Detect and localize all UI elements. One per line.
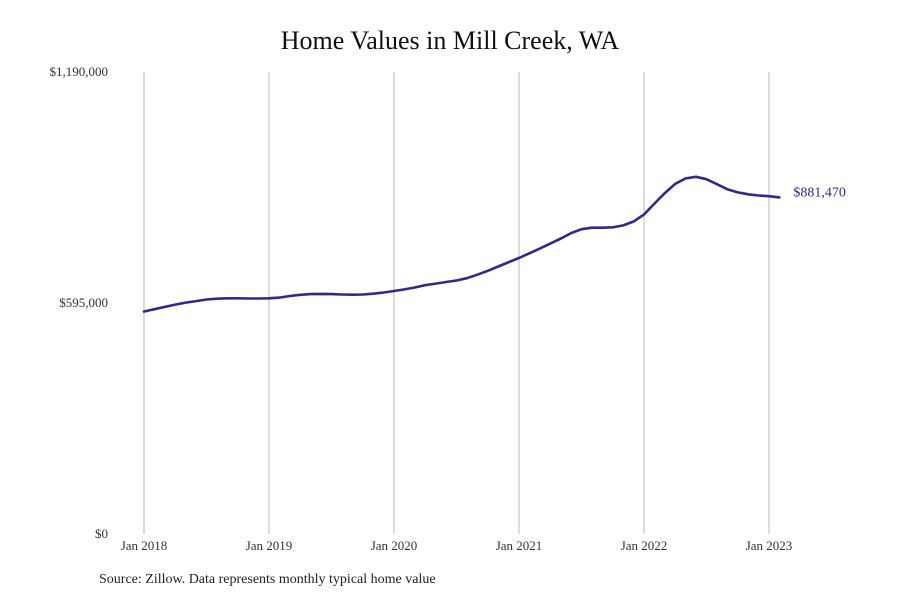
y-tick-label: $595,000 xyxy=(59,295,108,310)
source-note: Source: Zillow. Data represents monthly … xyxy=(99,572,436,587)
home-value-line xyxy=(142,175,781,313)
x-tick-label: Jan 2018 xyxy=(121,538,168,553)
series-layer xyxy=(142,175,781,313)
x-tick-label: Jan 2020 xyxy=(371,538,418,553)
x-tick-label: Jan 2023 xyxy=(746,538,793,553)
x-axis-labels: Jan 2018 Jan 2019 Jan 2020 Jan 2021 Jan 2022… xyxy=(121,538,793,553)
x-tick-label: Jan 2019 xyxy=(246,538,293,553)
y-tick-label: $0 xyxy=(95,526,108,541)
y-tick-label: $1,190,000 xyxy=(50,64,109,79)
x-tick-label: Jan 2021 xyxy=(496,538,543,553)
latest-value-label: $881,470 xyxy=(793,185,846,200)
x-tick-label: Jan 2022 xyxy=(621,538,668,553)
gridlines xyxy=(143,72,770,534)
y-axis-labels: $0 $595,000 $1,190,000 xyxy=(50,64,109,541)
end-label-layer: $881,470 xyxy=(793,185,846,200)
chart-title: Home Values in Mill Creek, WA xyxy=(280,26,620,55)
